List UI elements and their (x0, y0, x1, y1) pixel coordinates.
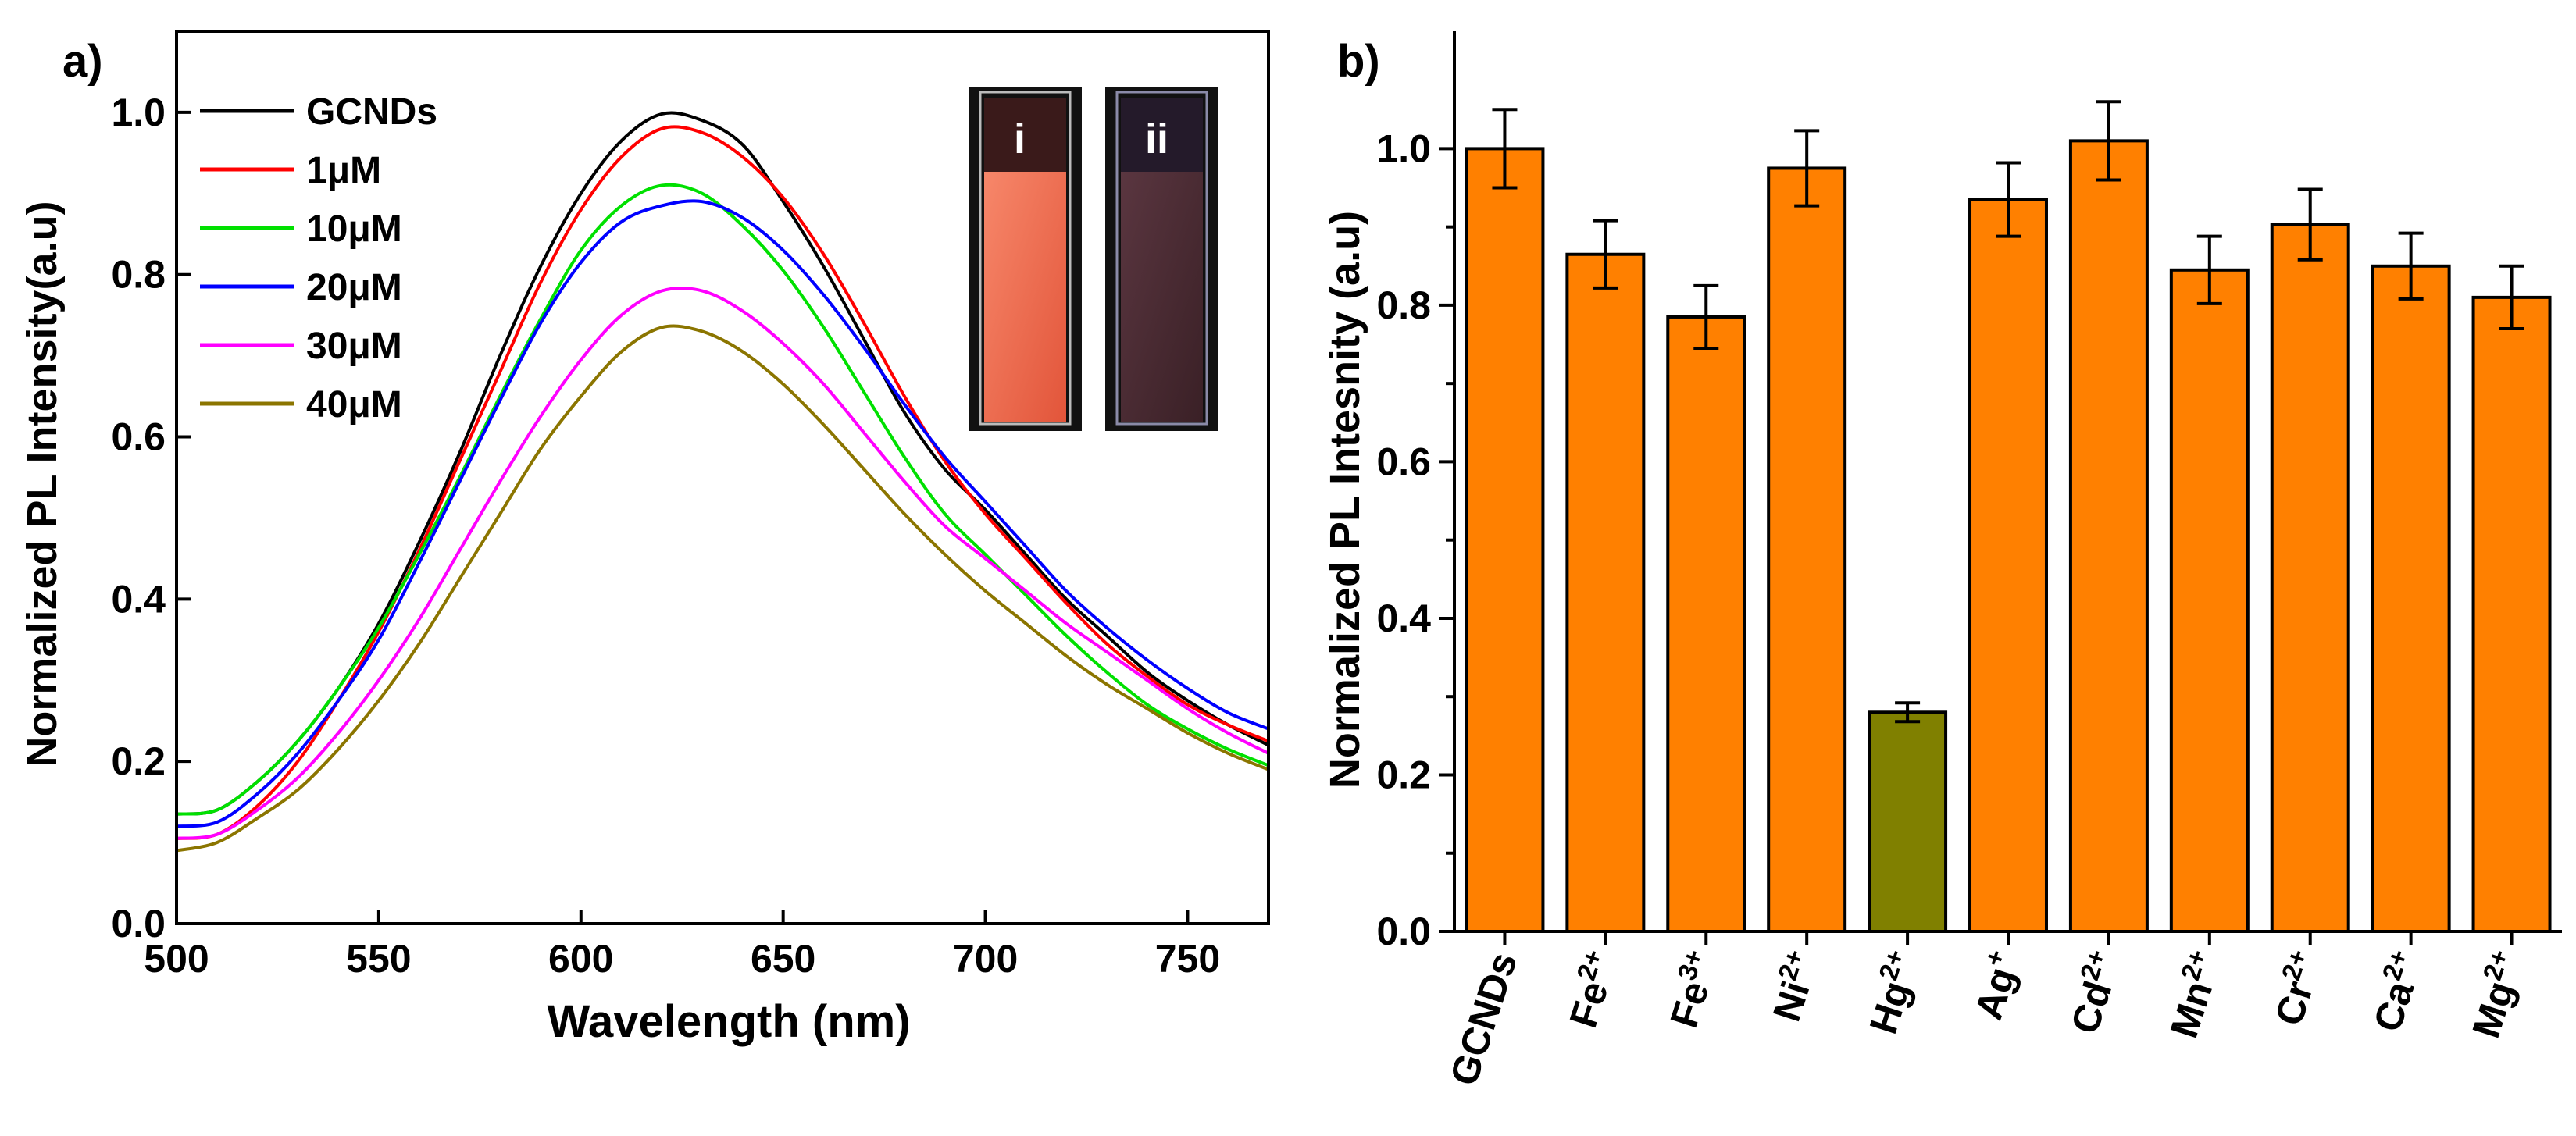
category-label-Hg2+: Hg2+ (1857, 946, 1928, 1039)
category-label-Cd2+: Cd2+ (2059, 946, 2130, 1039)
series-line-40μM (176, 324, 1269, 853)
cuvette-ii-solution (1121, 172, 1203, 422)
panel-a-series (176, 111, 1269, 853)
panel-a-y-tick-label: 0.0 (111, 902, 166, 945)
inset-i-label: i (1014, 116, 1026, 162)
category-label-Ca2+: Ca2+ (2361, 946, 2432, 1038)
bar-Cd2+ (2068, 139, 2149, 933)
cuvette-i-frame (979, 91, 1072, 426)
category-label-Ni2+: Ni2+ (1761, 946, 1827, 1027)
legend-label-10μM: 10μM (306, 208, 402, 250)
panel-a-line-chart: a) Normalized PL Intensity(a.u) Waveleng… (19, 30, 1270, 1047)
cuvette-ii-top (1121, 98, 1203, 172)
bar-Fe3+ (1666, 315, 1746, 934)
bar-Ni2+ (1767, 166, 1847, 933)
bar-Mn2+ (2169, 268, 2250, 933)
panel-a-x-tick-label: 650 (751, 937, 815, 981)
panel-b-label: b) (1337, 36, 1380, 87)
panel-a-y-tick-label: 0.6 (111, 415, 166, 459)
panel-a-x-tick-label: 500 (144, 937, 209, 981)
legend-label-20μM: 20μM (306, 267, 402, 308)
panel-a-x-tick-label: 550 (346, 937, 411, 981)
panel-a-plot-frame (175, 30, 1270, 925)
panel-a-x-axis-title: Wavelength (nm) (547, 996, 910, 1047)
panel-a-y-tick-label: 1.0 (111, 91, 166, 134)
panel-a-legend: GCNDs 1μM 10μM 20μM 30μM 40μM (200, 91, 437, 426)
panel-b-y-tick-label: 0.0 (1376, 910, 1431, 953)
category-label-GCNDs: GCNDs (1442, 947, 1525, 1091)
panel-b-y-tick-label: 0.6 (1376, 440, 1431, 483)
series-line-20μM (176, 199, 1269, 828)
panel-b-y-tick-label: 1.0 (1376, 126, 1431, 170)
panel-a-ticks: 500 550 600 650 700 750 0.0 0.2 0.4 0.6 0.8 1.0 (111, 91, 1220, 981)
series-line-10μM (176, 183, 1269, 816)
panel-a-y-axis-title: Normalized PL Intensity(a.u) (19, 201, 66, 767)
panel-b-bar-chart: b) Normalized PL Intesnity (a.u) 0.0 0.2 0… (1322, 31, 2562, 1091)
panel-a-label: a) (62, 36, 103, 87)
legend-label-1μM: 1μM (306, 150, 381, 191)
panel-a-inset-photo: i ii (969, 87, 1218, 431)
panel-a-y-tick-label: 0.4 (111, 577, 166, 621)
panel-a-y-tick-label: 0.2 (111, 739, 166, 783)
panel-a-x-tick-label: 750 (1155, 937, 1220, 981)
cuvette-ii-frame (1115, 91, 1208, 426)
category-label-Fe2+: Fe2+ (1557, 946, 1626, 1033)
category-label-Fe3+: Fe3+ (1658, 946, 1727, 1033)
bar-Mg2+ (2471, 295, 2552, 933)
category-label-Mg2+: Mg2+ (2460, 946, 2532, 1043)
category-label-Cr2+: Cr2+ (2263, 946, 2331, 1031)
series-line-1μM (176, 125, 1269, 840)
panel-b-category-labels: GCNDs Fe2+ Fe3+ Ni2+ Hg2+ Ag+ Cd2+ Mn2+ Cr2+ Ca2+… (1442, 946, 2532, 1091)
legend-label-30μM: 30μM (306, 326, 402, 367)
bar-Cr2+ (2270, 223, 2350, 933)
bar-Fe2+ (1565, 252, 1646, 933)
series-line-30μM (176, 286, 1269, 840)
legend-label-40μM: 40μM (306, 384, 402, 426)
category-label-Ag+: Ag+ (1963, 946, 2029, 1025)
panel-b-bars (1465, 100, 2552, 945)
inset-ii-label: ii (1145, 116, 1168, 162)
bar-GCNDs (1465, 147, 1545, 934)
panel-b-y-tick-label: 0.8 (1376, 283, 1431, 327)
bar-Ag+ (1968, 198, 2048, 934)
cuvette-i-top (984, 98, 1066, 172)
legend-label-GCNDs: GCNDs (306, 91, 437, 133)
bar-Hg2+ (1868, 710, 1948, 934)
bar-Ca2+ (2371, 264, 2451, 934)
panel-a-y-tick-label: 0.8 (111, 253, 166, 297)
category-label-Mn2+: Mn2+ (2158, 946, 2230, 1043)
panel-a-x-tick-label: 700 (953, 937, 1018, 981)
panel-a-x-tick-label: 600 (548, 937, 613, 981)
panel-b-y-tick-label: 0.2 (1376, 753, 1431, 796)
panel-b-y-axis-title: Normalized PL Intesnity (a.u) (1322, 211, 1368, 789)
cuvette-i-solution (984, 172, 1066, 422)
panel-b-y-tick-label: 0.4 (1376, 596, 1431, 640)
